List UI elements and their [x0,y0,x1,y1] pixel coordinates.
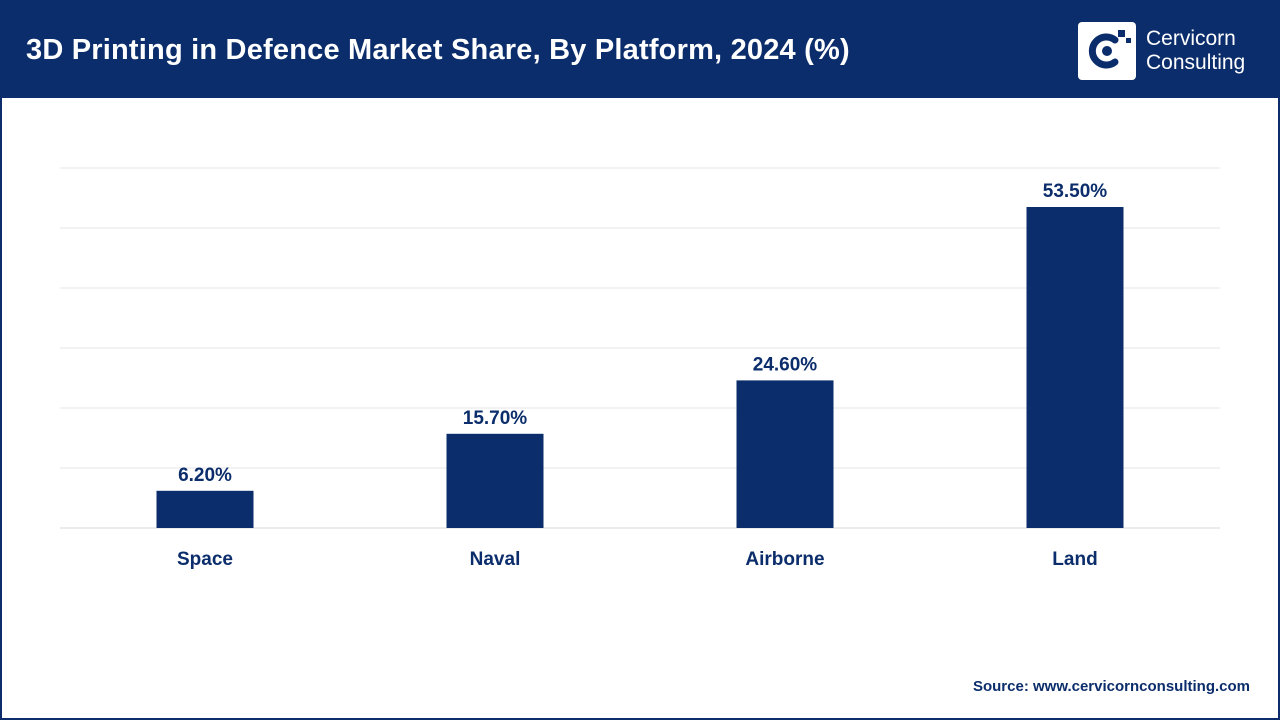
bar-chart: 6.20% Space 15.70% Naval 24.60% Airborne 53.50… [60,167,1220,570]
source-label: Source: [972,678,1029,695]
data-label-naval: 15.70% [463,408,528,429]
bar-naval [446,433,544,528]
data-label-space: 6.20% [178,465,232,486]
header-bar: 3D Printing in Defence Market Share, By … [2,2,1278,98]
brand-name-line2: Consulting [1146,51,1246,74]
source-url: www.cervicornconsulting.com [1033,678,1250,695]
data-label-airborne: 24.60% [753,354,818,375]
bar-airborne [736,380,834,528]
bar-land [1026,207,1124,528]
bar-space [156,490,254,528]
x-tick-label-space: Space [177,549,233,570]
cervicorn-logo-icon [1078,22,1136,80]
data-label-land: 53.50% [1043,181,1108,202]
x-tick-label-airborne: Airborne [745,549,824,570]
brand-name-line1: Cervicorn [1146,27,1236,50]
brand-name: Cervicorn Consulting [1146,27,1245,75]
x-tick-label-land: Land [1052,549,1097,570]
chart-title: 3D Printing in Defence Market Share, By … [26,34,850,66]
source-note: Source: www.cervicornconsulting.com [973,678,1250,695]
x-tick-label-naval: Naval [470,549,521,570]
brand-logo: Cervicorn Consulting [1078,22,1268,82]
